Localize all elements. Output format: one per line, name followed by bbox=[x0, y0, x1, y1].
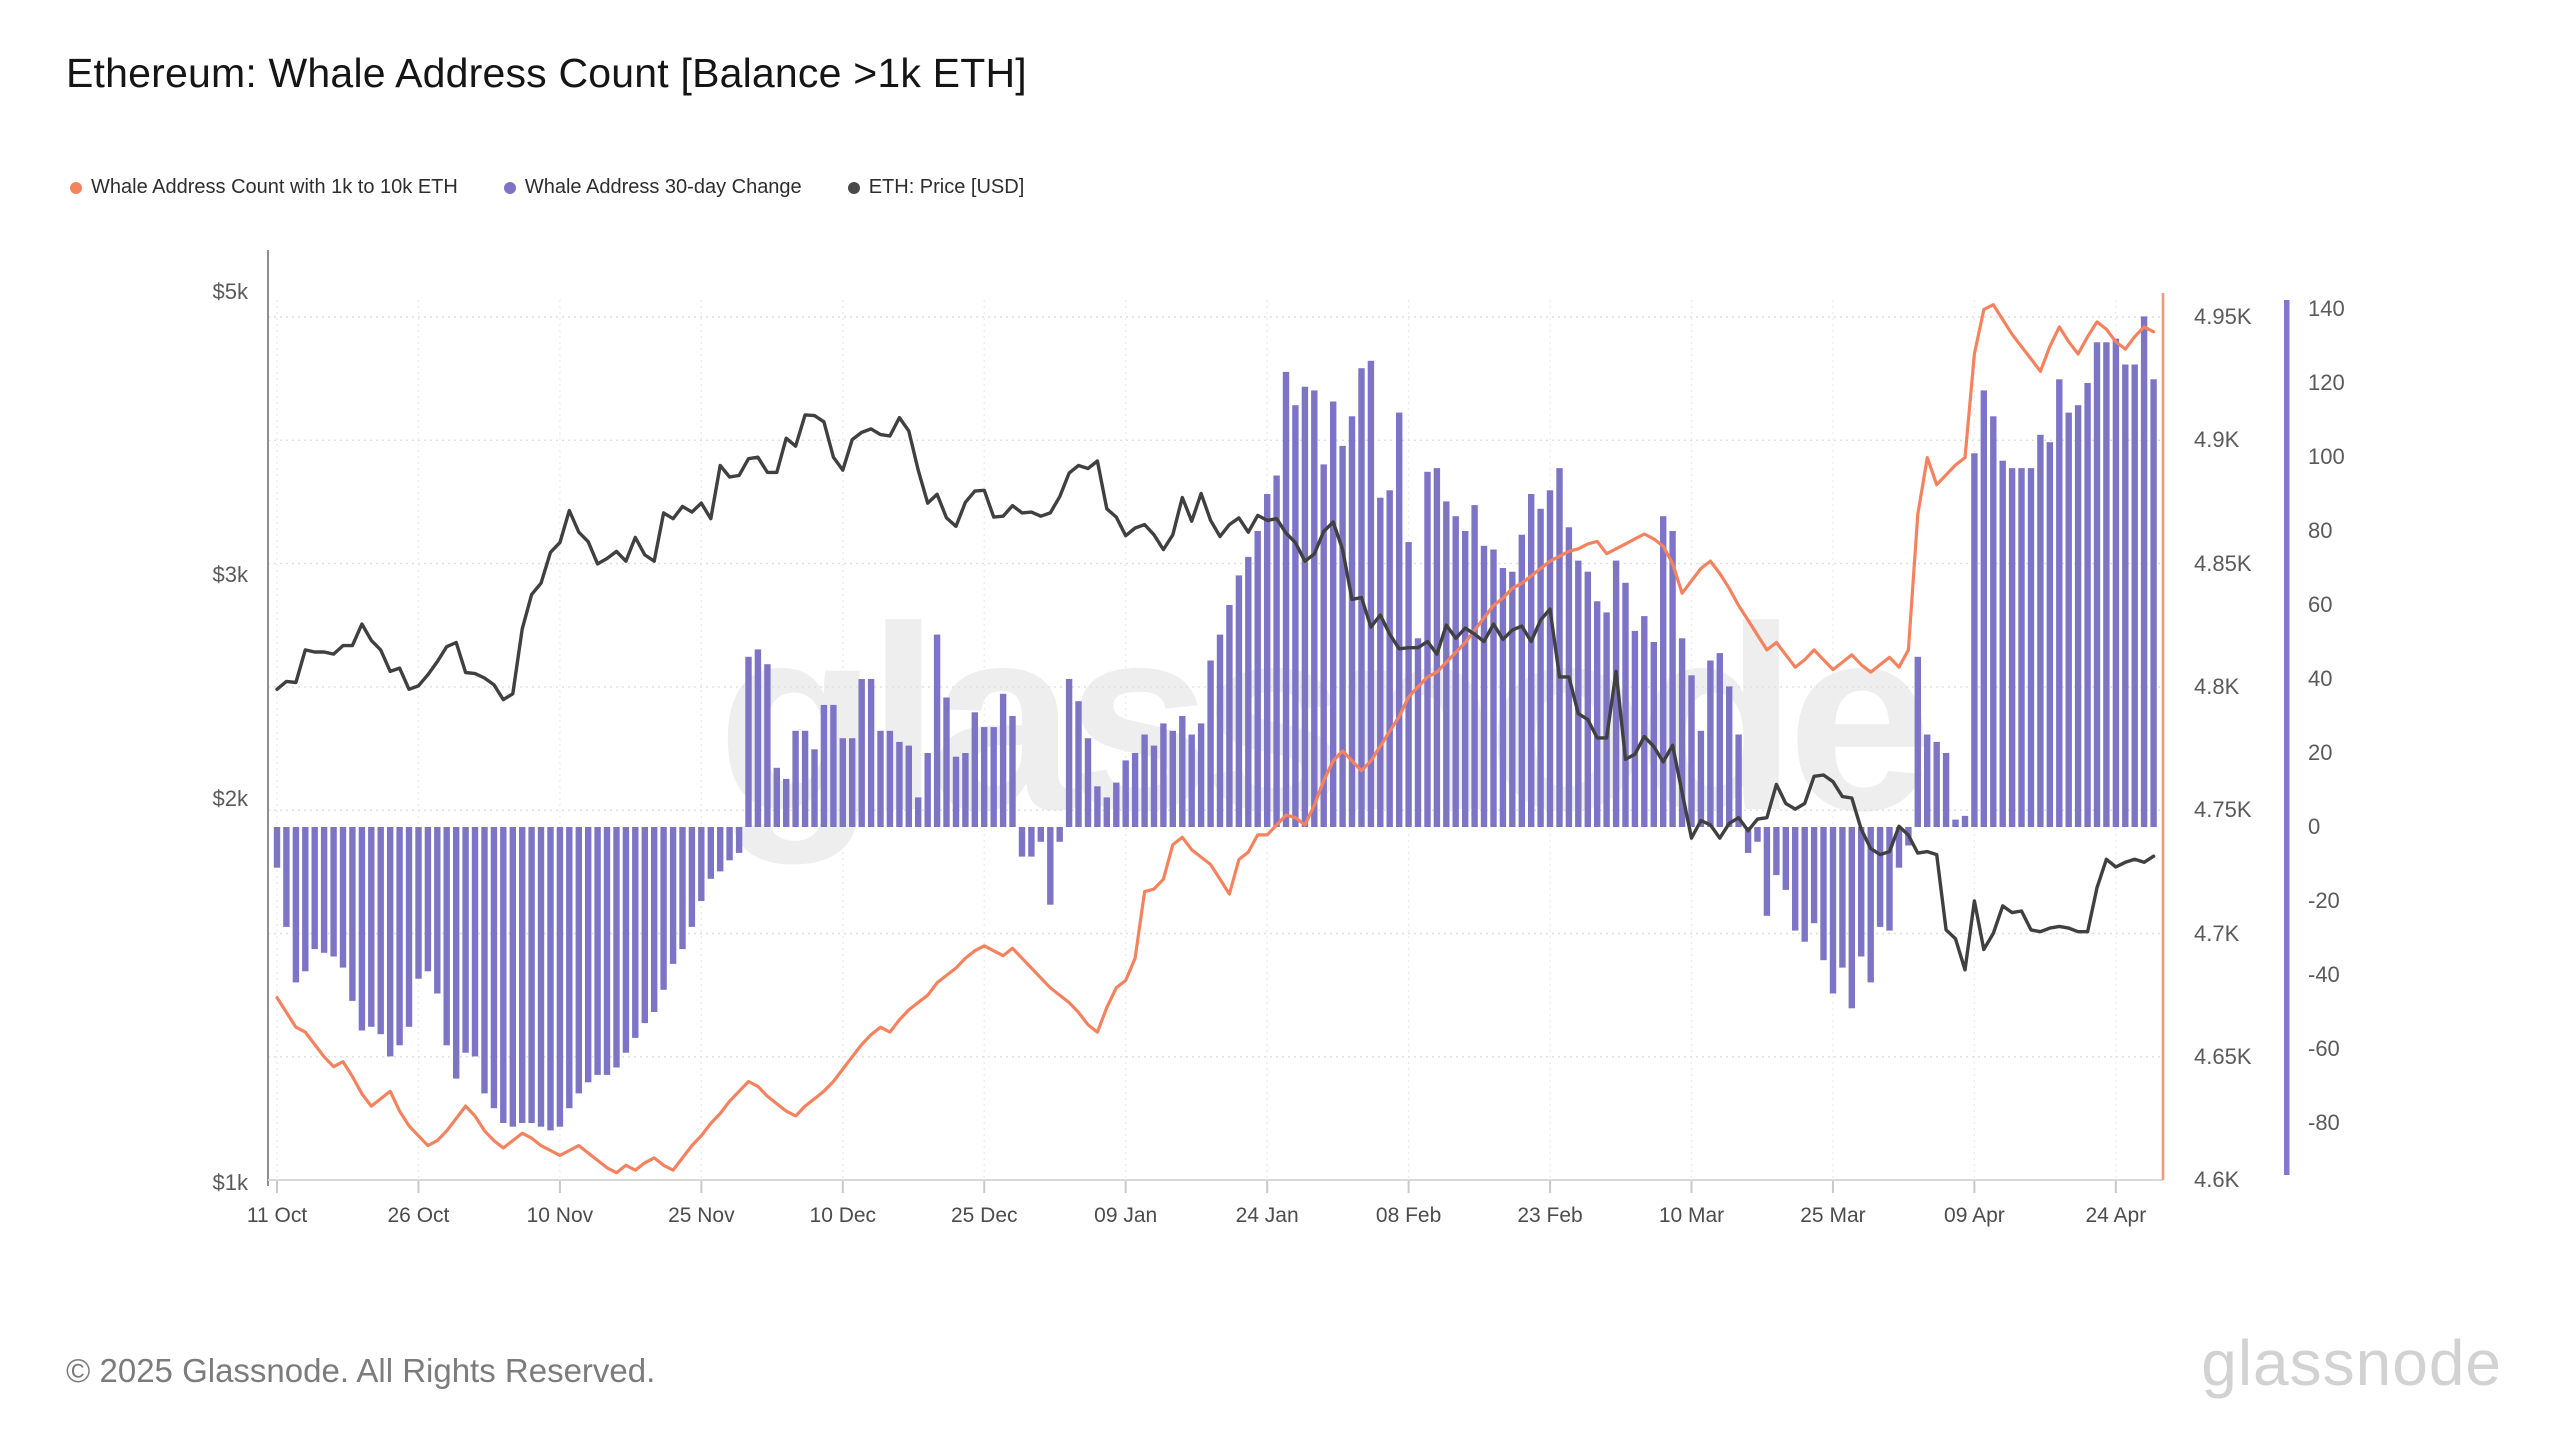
whale-count-line bbox=[275, 303, 2156, 1175]
whale-30d-change-bars bbox=[273, 316, 2157, 1131]
page-title: Ethereum: Whale Address Count [Balance >… bbox=[66, 50, 1027, 96]
chart-legend: Whale Address Count with 1k to 10k ETH Wh… bbox=[70, 176, 1024, 199]
copyright-footer: © 2025 Glassnode. All Rights Reserved. bbox=[66, 1352, 656, 1389]
change-axis-line bbox=[2284, 300, 2290, 1175]
legend-label: ETH: Price [USD] bbox=[868, 176, 1025, 198]
legend-item-change[interactable]: Whale Address 30-day Change bbox=[503, 176, 802, 199]
eth-price-line bbox=[275, 413, 2156, 972]
legend-item-price[interactable]: ETH: Price [USD] bbox=[847, 176, 1025, 199]
glassnode-logo: glassnode bbox=[2201, 1327, 2502, 1399]
legend-dot-icon bbox=[847, 181, 860, 194]
legend-item-count[interactable]: Whale Address Count with 1k to 10k ETH bbox=[70, 176, 458, 199]
legend-dot-icon bbox=[503, 181, 516, 194]
legend-dot-icon bbox=[70, 181, 82, 194]
legend-label: Whale Address Count with 1k to 10k ETH bbox=[91, 176, 458, 198]
axes bbox=[267, 250, 2290, 1193]
legend-label: Whale Address 30-day Change bbox=[524, 176, 802, 198]
